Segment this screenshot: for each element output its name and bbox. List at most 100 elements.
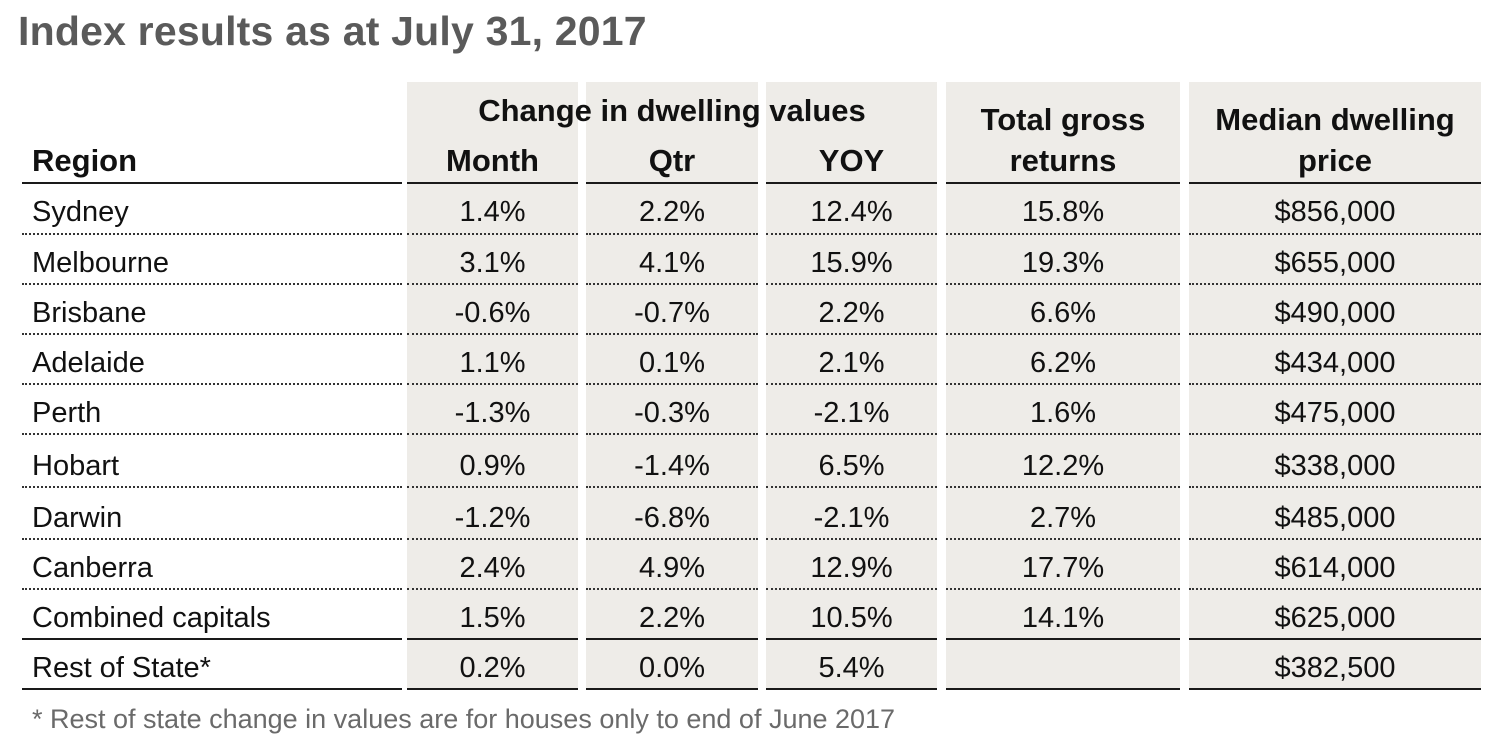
row-divider bbox=[22, 233, 402, 235]
row-divider bbox=[407, 333, 578, 335]
row-divider bbox=[766, 333, 937, 335]
row-divider bbox=[766, 233, 937, 235]
cell-month: -0.6% bbox=[454, 297, 531, 329]
row-divider bbox=[586, 486, 758, 488]
row-divider bbox=[766, 283, 937, 285]
row-region: Perth bbox=[32, 397, 102, 429]
cell-yoy: 10.5% bbox=[810, 602, 893, 634]
row-divider bbox=[766, 588, 937, 590]
row-divider bbox=[946, 233, 1180, 235]
group-header: Change in dwelling values bbox=[478, 93, 866, 128]
row-divider bbox=[766, 383, 937, 385]
row-divider bbox=[586, 383, 758, 385]
row-rule bbox=[766, 638, 937, 640]
row-divider bbox=[586, 433, 758, 435]
row-divider bbox=[407, 233, 578, 235]
row-divider bbox=[1189, 233, 1481, 235]
row-divider bbox=[586, 538, 758, 540]
row-divider bbox=[1189, 283, 1481, 285]
header-rule-median bbox=[1189, 182, 1481, 184]
cell-month: -1.2% bbox=[454, 502, 531, 534]
row-divider bbox=[22, 283, 402, 285]
cell-month: -1.3% bbox=[454, 397, 531, 429]
header-qtr: Qtr bbox=[648, 143, 696, 178]
row-rule bbox=[586, 638, 758, 640]
cell-yoy: 6.5% bbox=[818, 450, 885, 482]
cell-median: $614,000 bbox=[1274, 552, 1396, 584]
header-median-line2: price bbox=[1297, 143, 1373, 178]
row-rule bbox=[946, 638, 1180, 640]
cell-yoy: 5.4% bbox=[818, 652, 885, 684]
cell-month: 0.2% bbox=[459, 652, 526, 684]
row-divider bbox=[22, 588, 402, 590]
header-median-line1: Median dwelling bbox=[1215, 102, 1455, 137]
table-title: Index results as at July 31, 2017 bbox=[18, 8, 647, 54]
cell-month: 1.4% bbox=[459, 196, 526, 228]
cell-median: $475,000 bbox=[1274, 397, 1396, 429]
cell-qtr: 2.2% bbox=[638, 196, 706, 228]
row-divider bbox=[1189, 333, 1481, 335]
row-region: Hobart bbox=[32, 450, 120, 482]
row-rule bbox=[946, 688, 1180, 690]
cell-qtr: 4.9% bbox=[638, 552, 706, 584]
row-region: Melbourne bbox=[32, 247, 170, 279]
cell-month: 1.1% bbox=[459, 347, 526, 379]
row-divider bbox=[946, 486, 1180, 488]
cell-qtr: -0.7% bbox=[634, 297, 710, 329]
cell-returns: 12.2% bbox=[1021, 450, 1105, 482]
row-divider bbox=[22, 383, 402, 385]
cell-median: $382,500 bbox=[1274, 652, 1396, 684]
row-divider bbox=[407, 283, 578, 285]
header-returns-line1: Total gross bbox=[980, 102, 1146, 137]
cell-yoy: -2.1% bbox=[813, 502, 890, 534]
cell-returns: 19.3% bbox=[1021, 247, 1105, 279]
row-divider bbox=[407, 538, 578, 540]
row-divider bbox=[946, 333, 1180, 335]
cell-qtr: -6.8% bbox=[634, 502, 710, 534]
cell-returns: 15.8% bbox=[1021, 196, 1105, 228]
cell-median: $485,000 bbox=[1274, 502, 1396, 534]
cell-median: $655,000 bbox=[1274, 247, 1396, 279]
cell-qtr: -0.3% bbox=[634, 397, 710, 429]
row-rule bbox=[766, 688, 937, 690]
cell-qtr: 0.1% bbox=[638, 347, 706, 379]
row-divider bbox=[1189, 588, 1481, 590]
row-divider bbox=[946, 588, 1180, 590]
row-divider bbox=[766, 486, 937, 488]
cell-yoy: 15.9% bbox=[810, 247, 893, 279]
row-divider bbox=[1189, 538, 1481, 540]
cell-yoy: 2.1% bbox=[818, 347, 885, 379]
cell-month: 1.5% bbox=[459, 602, 526, 634]
row-divider bbox=[22, 433, 402, 435]
row-divider bbox=[22, 333, 402, 335]
row-divider bbox=[1189, 433, 1481, 435]
row-region: Rest of State* bbox=[32, 652, 211, 684]
row-region: Combined capitals bbox=[32, 602, 271, 634]
row-divider bbox=[586, 333, 758, 335]
cell-returns: 2.7% bbox=[1029, 502, 1097, 534]
row-divider bbox=[946, 383, 1180, 385]
row-divider bbox=[407, 383, 578, 385]
row-divider bbox=[1189, 486, 1481, 488]
cell-yoy: 12.9% bbox=[810, 552, 893, 584]
row-rule bbox=[1189, 638, 1481, 640]
cell-qtr: 0.0% bbox=[638, 652, 706, 684]
row-divider bbox=[766, 433, 937, 435]
cell-month: 2.4% bbox=[459, 552, 526, 584]
row-region: Sydney bbox=[32, 196, 129, 228]
row-divider bbox=[946, 283, 1180, 285]
row-divider bbox=[22, 486, 402, 488]
cell-qtr: 4.1% bbox=[638, 247, 706, 279]
row-region: Darwin bbox=[32, 502, 123, 534]
row-divider bbox=[766, 538, 937, 540]
row-region: Canberra bbox=[32, 552, 153, 584]
header-rule-region bbox=[22, 182, 402, 184]
row-divider bbox=[407, 486, 578, 488]
footnote: * Rest of state change in values are for… bbox=[32, 704, 896, 734]
header-rule-month bbox=[407, 182, 578, 184]
row-divider bbox=[586, 233, 758, 235]
header-rule-yoy bbox=[766, 182, 937, 184]
header-region: Region bbox=[32, 143, 138, 178]
row-rule bbox=[22, 688, 402, 690]
row-divider bbox=[22, 538, 402, 540]
